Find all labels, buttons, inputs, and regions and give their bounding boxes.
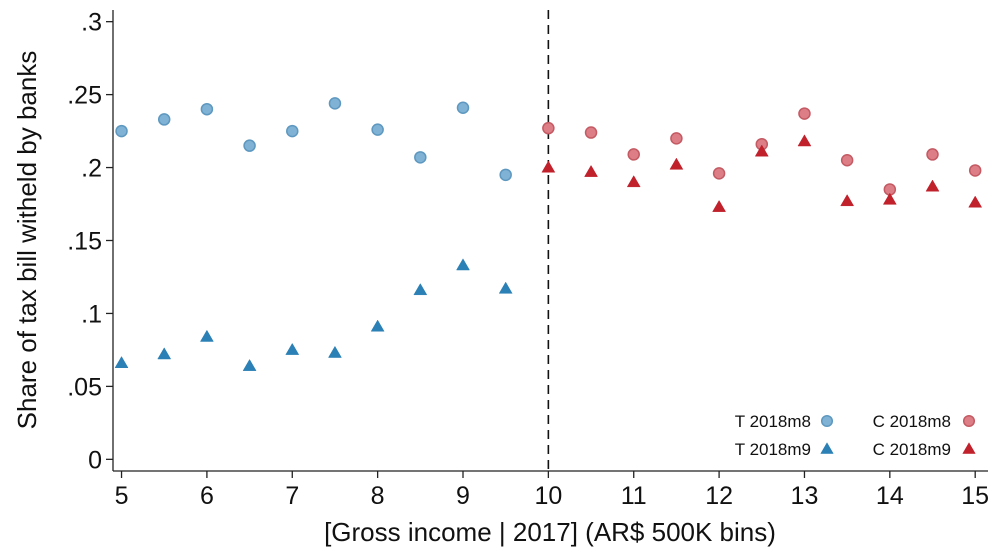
data-point bbox=[840, 154, 854, 167]
x-tick-label: 13 bbox=[791, 482, 819, 510]
data-point bbox=[968, 195, 983, 208]
data-point bbox=[925, 179, 940, 192]
legend-label: C 2018m8 bbox=[873, 412, 951, 431]
legend: T 2018m8 T 2018m9 C 2018m8 C 2018m9 bbox=[735, 412, 976, 459]
data-point bbox=[626, 175, 641, 188]
x-tick-label: 7 bbox=[285, 482, 299, 510]
legend-marker bbox=[962, 414, 976, 428]
x-tick-label: 15 bbox=[961, 482, 989, 510]
legend-marker bbox=[962, 442, 976, 454]
x-tick-label: 9 bbox=[456, 482, 470, 510]
data-point bbox=[285, 342, 300, 355]
data-point bbox=[328, 345, 342, 358]
data-point bbox=[968, 164, 982, 177]
data-point bbox=[584, 126, 598, 139]
legend-label: T 2018m8 bbox=[735, 412, 811, 431]
legend-marker bbox=[820, 414, 834, 428]
legend-label: C 2018m9 bbox=[873, 440, 951, 459]
data-point bbox=[798, 107, 811, 120]
data-point bbox=[114, 356, 129, 368]
data-point bbox=[669, 157, 684, 170]
legend-marker bbox=[820, 442, 834, 454]
data-point bbox=[414, 151, 427, 164]
data-point bbox=[797, 134, 812, 147]
data-point bbox=[200, 102, 214, 116]
data-point bbox=[499, 168, 512, 182]
data-point bbox=[242, 358, 257, 371]
data-point bbox=[286, 124, 299, 138]
data-point bbox=[157, 113, 171, 126]
data-point bbox=[115, 124, 128, 138]
legend-label: T 2018m9 bbox=[735, 440, 811, 459]
x-axis-title: [Gross income | 2017] (AR$ 500K bins) bbox=[324, 517, 776, 547]
y-tick-label: 0 bbox=[88, 446, 102, 474]
data-point bbox=[243, 139, 256, 152]
data-point bbox=[413, 283, 428, 296]
x-tick-label: 11 bbox=[621, 482, 647, 510]
data-point bbox=[328, 97, 342, 110]
data-point bbox=[584, 164, 598, 177]
data-point bbox=[456, 101, 470, 114]
y-tick-label: .1 bbox=[81, 300, 102, 328]
data-point bbox=[157, 347, 172, 360]
x-tick-label: 5 bbox=[115, 482, 129, 510]
axes: 0 .05 .1 .15 .2 .25 .3 5 6 7 8 9 10 11 12 13 14 15 bbox=[67, 9, 989, 510]
data-point bbox=[882, 192, 897, 205]
data-point bbox=[456, 258, 470, 271]
data-point bbox=[498, 281, 513, 294]
y-tick-label: .25 bbox=[67, 82, 102, 110]
x-tick-label: 10 bbox=[534, 482, 562, 510]
x-tick-label: 12 bbox=[705, 482, 733, 510]
data-point bbox=[926, 148, 939, 161]
data-point bbox=[712, 167, 726, 180]
data-point bbox=[370, 319, 385, 332]
y-tick-label: .15 bbox=[67, 228, 102, 256]
data-point bbox=[754, 144, 769, 157]
x-tick-label: 8 bbox=[371, 482, 385, 510]
data-point bbox=[541, 160, 556, 173]
y-tick-label: .2 bbox=[81, 155, 102, 183]
data-point bbox=[840, 194, 855, 207]
data-point bbox=[670, 132, 683, 145]
x-tick-label: 14 bbox=[876, 482, 904, 510]
data-point bbox=[627, 148, 640, 161]
y-axis-title: Share of tax bill witheld by banks bbox=[12, 51, 42, 430]
data-point bbox=[712, 199, 727, 212]
data-point bbox=[199, 329, 214, 342]
x-tick-label: 6 bbox=[200, 482, 214, 510]
y-tick-label: .05 bbox=[67, 373, 102, 401]
y-tick-label: .3 bbox=[81, 9, 102, 37]
plot-area bbox=[114, 10, 983, 471]
data-point bbox=[371, 123, 384, 136]
data-point bbox=[542, 121, 555, 135]
